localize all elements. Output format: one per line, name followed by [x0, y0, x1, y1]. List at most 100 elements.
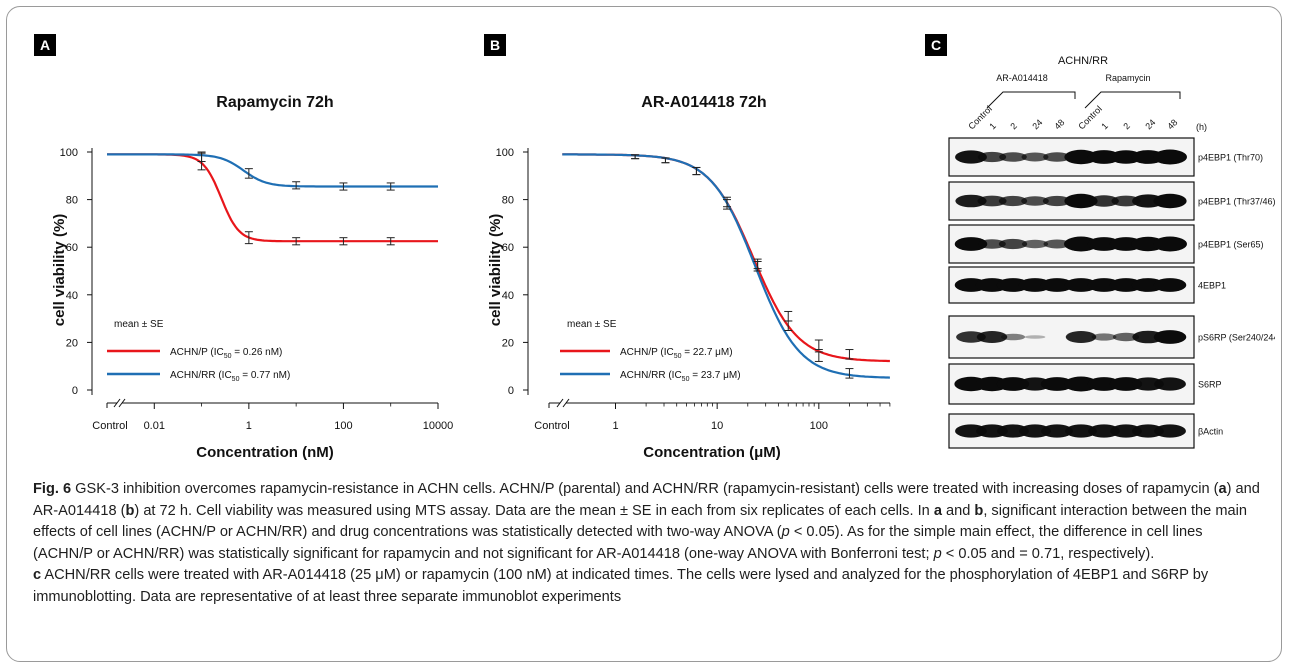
- chartB-curve-p: [562, 153, 890, 363]
- chart-b-xlabel: Concentration (μM): [643, 444, 781, 461]
- chartA-errorbar-p: [292, 237, 301, 246]
- blot-row-label: p4EBP1 (Thr70): [1198, 153, 1263, 163]
- blot-row: βActin: [948, 413, 1223, 449]
- blot-lane-label: 48: [1052, 117, 1066, 131]
- blot-band: [996, 377, 1030, 391]
- blot-band: [1089, 195, 1119, 207]
- blot-time-unit: (h): [1196, 122, 1207, 132]
- chartB-y-tick-label: 20: [502, 337, 514, 349]
- chartA-errorbar-rr: [197, 151, 206, 163]
- chartA-x-tick-label: 1: [246, 420, 252, 432]
- chartB-x-tick-label: Control: [534, 420, 569, 432]
- caption-text-3: ) at 72 h. Cell viability was measured u…: [134, 502, 934, 519]
- blot-row-label: p4EBP1 (Ser65): [1198, 240, 1264, 250]
- chartB-x-tick-label: 10: [711, 420, 723, 432]
- chartB-y-tick-label: 40: [502, 290, 514, 302]
- blot-row-label: 4EBP1: [1198, 281, 1226, 291]
- blot-lane-label: Control: [1076, 104, 1104, 132]
- chartB-y-tick-label: 0: [508, 385, 514, 397]
- blot-band: [1064, 236, 1098, 252]
- blot-band: [977, 151, 1007, 163]
- blot-row-label: S6RP: [1198, 380, 1222, 390]
- chartB-errorbar-p: [845, 349, 854, 360]
- blot-lane-label: 1: [987, 121, 998, 132]
- blot-group-label-ar: AR-A014418: [996, 73, 1048, 83]
- chartA-errorbar-rr: [339, 182, 348, 191]
- chartA-x-tick-label: Control: [92, 420, 127, 432]
- caption-text-1: GSK-3 inhibition overcomes rapamycin-res…: [71, 481, 1219, 497]
- blot-band: [1065, 424, 1097, 438]
- chartB-errorbar-rr: [723, 196, 732, 208]
- chartA-axis-break: [113, 398, 121, 408]
- chartB-curve-rr: [562, 153, 890, 379]
- blot-band: [998, 238, 1028, 250]
- chart-b-legend-title: mean ± SE: [567, 319, 617, 330]
- chartA-x-tick-label: 10000: [423, 420, 454, 432]
- blot-bracket-ar: [986, 91, 1076, 109]
- panel-label-c: C: [925, 34, 947, 56]
- caption-p-2: p: [933, 545, 942, 562]
- blot-cell-line: ACHN/RR: [1058, 55, 1108, 67]
- chartB-errorbar-rr: [814, 351, 823, 362]
- blot-band: [1088, 424, 1120, 438]
- blot-band: [1040, 377, 1074, 391]
- caption-text-5: , significant interaction between the ma…: [33, 502, 1247, 541]
- blot-row-label: p4EBP1 (Thr37/46): [1198, 197, 1275, 207]
- blot-band: [1000, 333, 1026, 341]
- chartB-axis-break: [562, 398, 570, 408]
- chartA-y-tick-label: 20: [66, 337, 78, 349]
- blot-lane-label: 48: [1165, 117, 1179, 131]
- blot-lane-label: 2: [1121, 121, 1132, 132]
- chartB-errorbar-rr: [845, 368, 854, 379]
- blot-band: [1132, 377, 1164, 391]
- blot-band: [997, 424, 1029, 438]
- chartA-errorbar-rr: [244, 168, 253, 179]
- blot-band: [978, 239, 1006, 249]
- blot-lane-label: 24: [1143, 117, 1157, 131]
- blot-row-label: pS6RP (Ser240/244): [1198, 333, 1275, 343]
- caption-text-7: < 0.05 and = 0.71, respectively).: [941, 545, 1155, 562]
- caption-ref-a: a: [1218, 481, 1227, 497]
- caption-text-6: < 0.05). As for the simple main effect, …: [33, 524, 1203, 562]
- chartB-x-tick-label: 1: [612, 420, 618, 432]
- caption-text-2: ) and AR-A014418 (: [33, 481, 1260, 519]
- chartB-y-tick-label: 100: [496, 147, 514, 159]
- chartB-errorbar-rr: [784, 320, 793, 331]
- chart-b-legend-label-p: ACHN/P (IC50 = 22.7 μM): [620, 347, 733, 360]
- caption-ref-c: c: [33, 567, 42, 583]
- blot-band: [1110, 424, 1142, 438]
- chart-a-legend-label-rr: ACHN/RR (IC50 = 0.77 nM): [170, 370, 290, 383]
- blot-band: [999, 152, 1027, 162]
- blot-band: [1111, 195, 1141, 207]
- blot-band: [1153, 278, 1187, 292]
- chart-a-legend-label-p: ACHN/P (IC50 = 0.26 nM): [170, 347, 282, 360]
- chart-a-legend-title: mean ± SE: [114, 319, 164, 330]
- blot-band: [1064, 376, 1098, 392]
- blot-band: [1064, 149, 1098, 165]
- blot-band: [1112, 332, 1140, 342]
- blot-band: [954, 237, 988, 251]
- chart-b-ar-a014418: AR-A014418 72h cell viability (%) Concen…: [487, 94, 891, 461]
- blot-band: [1042, 195, 1072, 207]
- chartB-errorbar-p: [814, 339, 823, 351]
- blot-band: [1019, 424, 1051, 438]
- chart-a-title: Rapamycin 72h: [216, 94, 333, 111]
- chartA-errorbar-p: [339, 237, 348, 246]
- chartB-errorbar-rr: [692, 166, 701, 176]
- blot-band: [955, 150, 987, 164]
- chartB-errorbar-rr: [631, 154, 640, 160]
- caption-text-4: and: [941, 502, 975, 519]
- blot-lane-label: 1: [1099, 121, 1110, 132]
- figure-caption: Fig. 6 GSK-3 inhibition overcomes rapamy…: [33, 479, 1263, 608]
- panel-label-b: B: [484, 34, 506, 56]
- caption-text-8: ACHN/RR cells were treated with AR-A0144…: [33, 567, 1209, 605]
- chartB-errorbar-rr: [661, 157, 670, 164]
- blot-bracket-rapa: [1084, 91, 1181, 109]
- panel-label-a: A: [34, 34, 56, 56]
- blot-band: [1043, 152, 1071, 162]
- chart-b-title: AR-A014418 72h: [641, 94, 766, 111]
- chart-a-ylabel: cell viability (%): [51, 214, 68, 327]
- blot-band: [1153, 330, 1187, 344]
- chartB-y-tick-label: 80: [502, 195, 514, 207]
- blot-band: [1041, 424, 1073, 438]
